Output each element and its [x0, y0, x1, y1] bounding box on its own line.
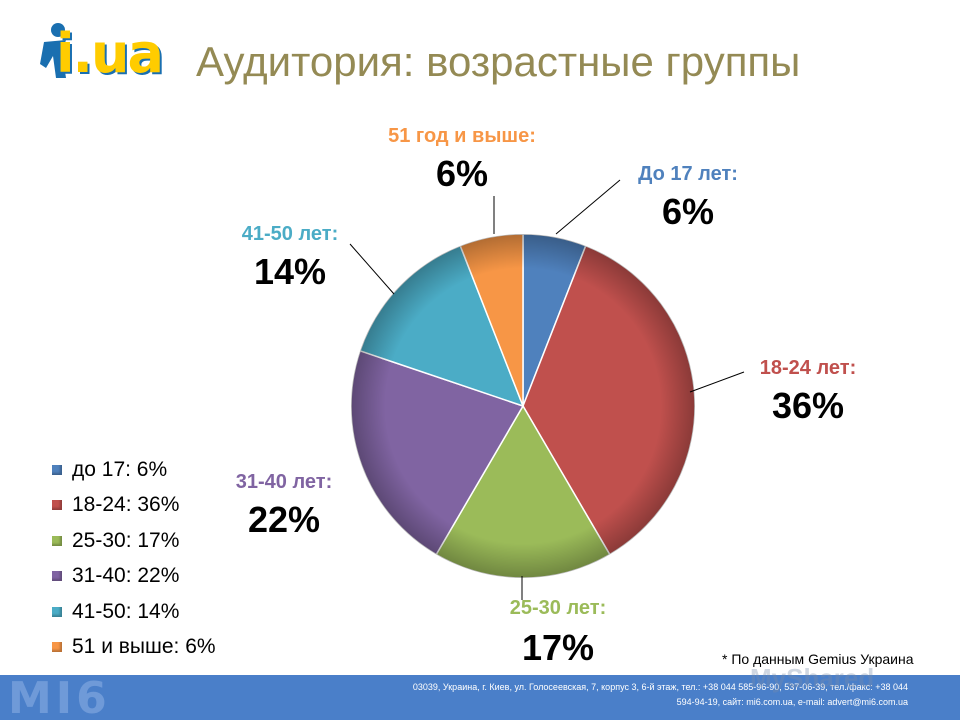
footer-logo: MI6 — [8, 673, 111, 724]
slice-value-label: 22% — [248, 499, 320, 540]
footer-line: 594-94-19, сайт: mi6.com.ua, e-mail: adv… — [676, 697, 908, 707]
slice-value-label: 14% — [254, 251, 326, 292]
watermark: MyShared — [750, 663, 875, 693]
slice-category-label: 18-24 лет: — [760, 357, 856, 379]
legend-item: 51 и выше: 6% — [52, 630, 216, 666]
slice-value-label: 6% — [436, 153, 488, 194]
legend-swatch — [52, 606, 62, 617]
legend-label: 51 и выше: 6% — [72, 635, 216, 659]
leader-line — [689, 371, 745, 393]
legend-swatch — [52, 500, 62, 511]
slice-category-label: 25-30 лет: — [510, 597, 606, 619]
source-footnote: * По данным Gemius Украина — [722, 651, 914, 667]
footer-line: 03039, Украина, г. Киев, ул. Голосеевска… — [412, 682, 908, 692]
slice-category-label: До 17 лет: — [638, 163, 738, 185]
slice-category-label: 51 год и выше: — [388, 125, 536, 147]
legend-label: до 17: 6% — [72, 457, 168, 481]
page-title: Аудитория: возрастные группы — [196, 38, 801, 85]
chart-legend: до 17: 6% 18-24: 36% 25-30: 17% 31-40: 2… — [52, 452, 216, 665]
legend-item: 31-40: 22% — [52, 559, 216, 595]
slice-value-label: 36% — [772, 385, 844, 426]
legend-swatch — [52, 535, 62, 546]
legend-swatch — [52, 642, 62, 653]
leader-line — [349, 243, 395, 295]
legend-label: 25-30: 17% — [72, 528, 180, 552]
logo — [36, 20, 156, 90]
legend-swatch — [52, 571, 62, 582]
legend-label: 18-24: 36% — [72, 493, 180, 517]
legend-swatch — [52, 464, 62, 475]
legend-item: 41-50: 14% — [52, 594, 216, 630]
slice-value-label: 6% — [662, 191, 714, 232]
slice-value-label: 17% — [522, 627, 594, 668]
slice-category-label: 31-40 лет: — [236, 471, 332, 493]
legend-label: 31-40: 22% — [72, 564, 180, 588]
slice-category-label: 41-50 лет: — [242, 223, 338, 245]
legend-label: 41-50: 14% — [72, 599, 180, 623]
leader-line — [555, 179, 621, 235]
footer: MI6 03039, Украина, г. Киев, ул. Голосее… — [0, 673, 960, 724]
legend-item: 18-24: 36% — [52, 488, 216, 524]
legend-item: 25-30: 17% — [52, 523, 216, 559]
person-icon — [40, 23, 66, 78]
logo-text: i.ua — [56, 22, 164, 85]
legend-item: до 17: 6% — [52, 452, 216, 488]
footer-contacts: 03039, Украина, г. Киев, ул. Голосеевска… — [348, 680, 908, 710]
